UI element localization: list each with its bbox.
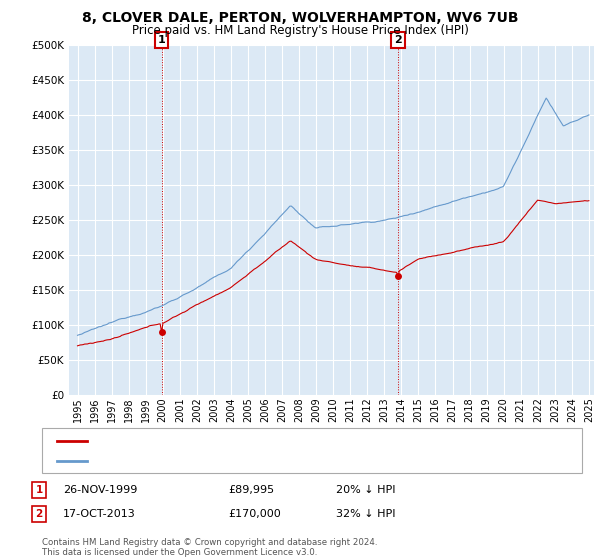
Text: 8, CLOVER DALE, PERTON, WOLVERHAMPTON, WV6 7UB (detached house): 8, CLOVER DALE, PERTON, WOLVERHAMPTON, W… xyxy=(96,436,482,446)
Text: 32% ↓ HPI: 32% ↓ HPI xyxy=(336,509,395,519)
Text: 26-NOV-1999: 26-NOV-1999 xyxy=(63,485,137,495)
Text: 20% ↓ HPI: 20% ↓ HPI xyxy=(336,485,395,495)
Text: £170,000: £170,000 xyxy=(228,509,281,519)
Text: Price paid vs. HM Land Registry's House Price Index (HPI): Price paid vs. HM Land Registry's House … xyxy=(131,24,469,37)
Text: 17-OCT-2013: 17-OCT-2013 xyxy=(63,509,136,519)
Text: 1: 1 xyxy=(35,485,43,495)
Text: £89,995: £89,995 xyxy=(228,485,274,495)
Text: 8, CLOVER DALE, PERTON, WOLVERHAMPTON, WV6 7UB: 8, CLOVER DALE, PERTON, WOLVERHAMPTON, W… xyxy=(82,11,518,25)
Text: HPI: Average price, detached house, South Staffordshire: HPI: Average price, detached house, Sout… xyxy=(96,456,390,466)
Text: 2: 2 xyxy=(394,35,402,45)
Text: Contains HM Land Registry data © Crown copyright and database right 2024.
This d: Contains HM Land Registry data © Crown c… xyxy=(42,538,377,557)
Text: 1: 1 xyxy=(158,35,166,45)
Text: 2: 2 xyxy=(35,509,43,519)
